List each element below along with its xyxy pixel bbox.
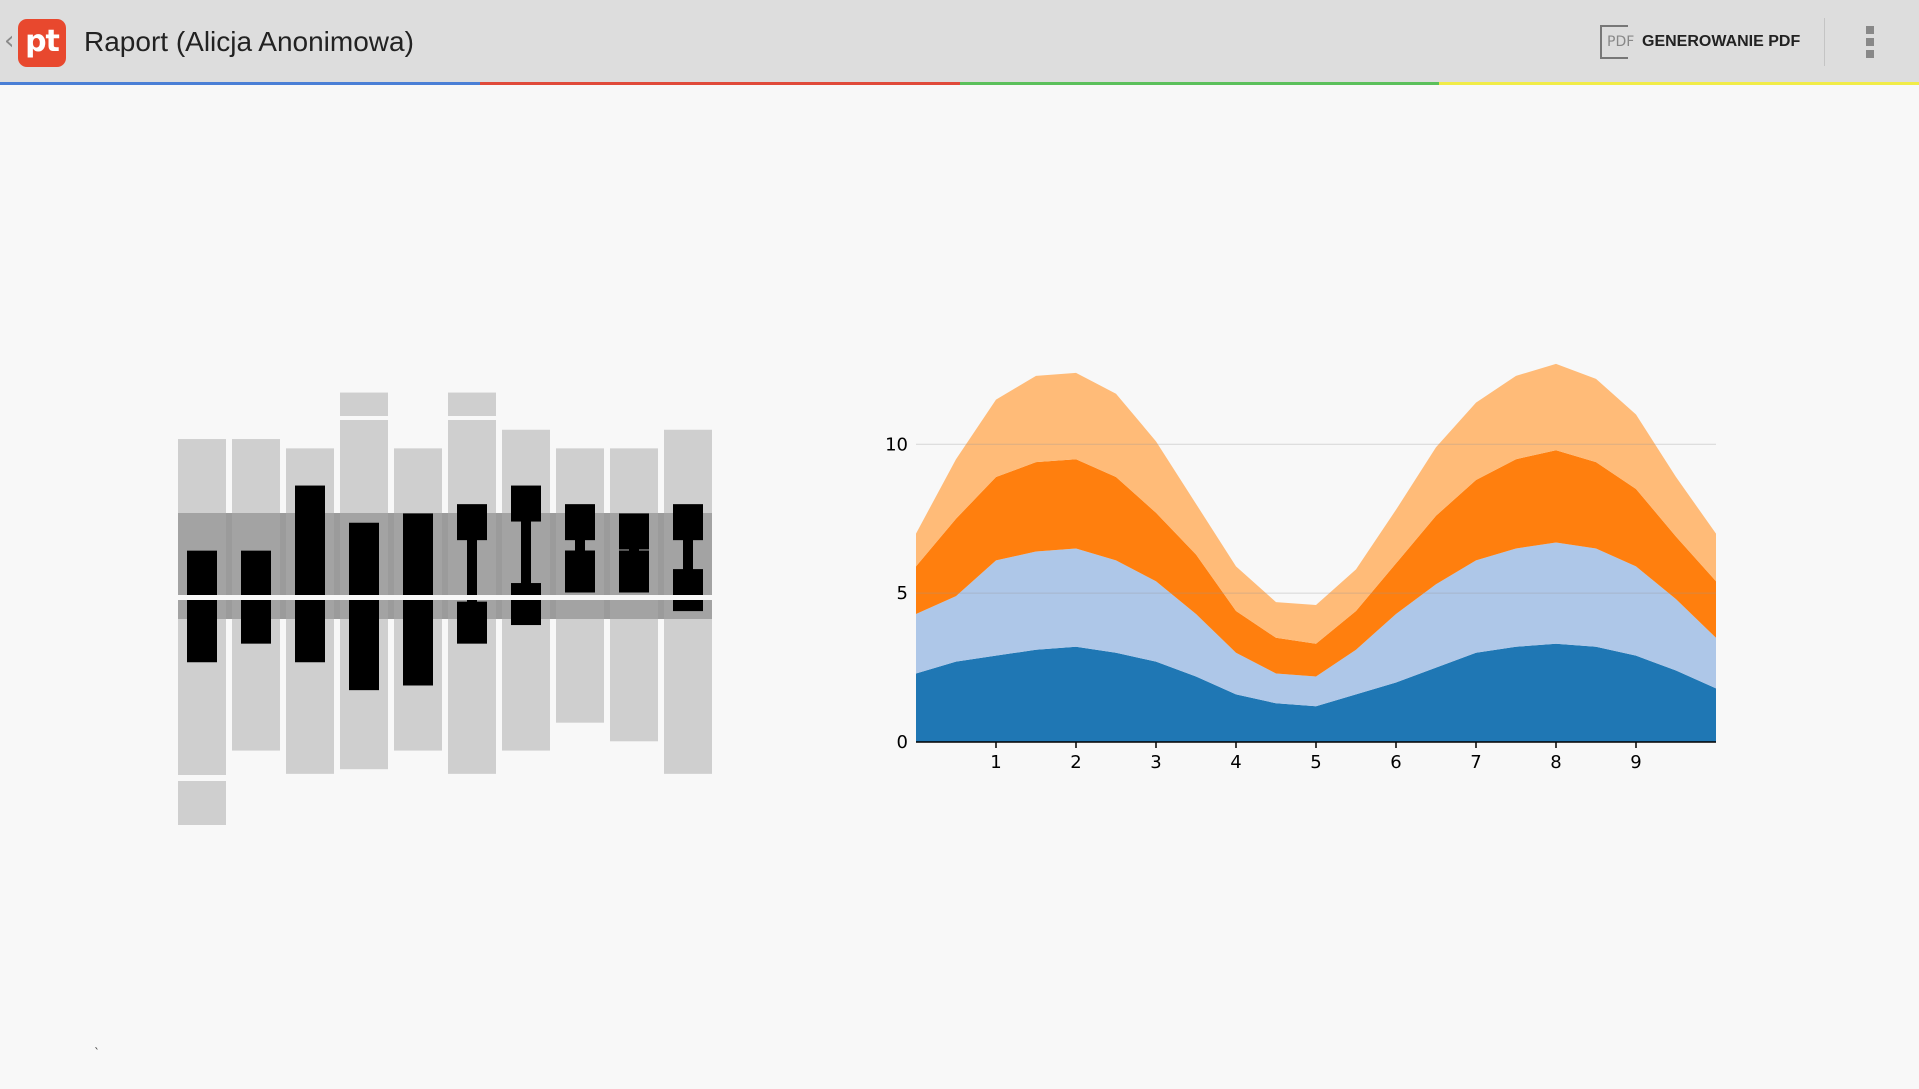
- range-bar-stem: [683, 534, 693, 574]
- range-bar-chart: [178, 392, 712, 825]
- range-bar-cap-bottom: [673, 569, 703, 612]
- range-bar-stem: [521, 515, 531, 588]
- area-series-1: [916, 643, 1716, 742]
- x-tick-label: 2: [1070, 752, 1081, 773]
- range-line-top: [178, 416, 712, 420]
- x-tick-label: 1: [990, 752, 1001, 773]
- range-bar-box: [187, 550, 217, 663]
- color-strip: [0, 82, 1919, 85]
- x-tick-label: 5: [1310, 752, 1321, 773]
- x-tick-label: 3: [1150, 752, 1161, 773]
- toolbar-divider: [1824, 18, 1825, 66]
- area-series-4: [916, 363, 1716, 644]
- range-bar-stem: [629, 543, 639, 555]
- back-caret-icon[interactable]: ‹: [4, 26, 15, 56]
- pdf-icon: PDF: [1600, 25, 1636, 59]
- color-strip-red: [479, 82, 960, 85]
- range-line-bottom: [178, 775, 226, 781]
- action-bar: ‹ pt Raport (Alicja Anonimowa) PDF GENER…: [0, 0, 1919, 82]
- overflow-menu-icon[interactable]: [1860, 24, 1880, 64]
- range-line-mid: [178, 595, 712, 600]
- x-tick-label: 4: [1230, 752, 1241, 773]
- range-bar-box: [349, 522, 379, 691]
- range-bar-stem: [467, 534, 477, 606]
- area-series-3: [916, 450, 1716, 677]
- range-bar-cap-bottom: [565, 550, 595, 593]
- range-bar-cap-bottom: [619, 550, 649, 593]
- pdf-icon-text: PDF: [1606, 34, 1636, 50]
- y-tick-label: 5: [897, 583, 908, 604]
- y-tick-label: 10: [885, 434, 908, 455]
- range-bar-box: [295, 485, 325, 663]
- area-series-2: [916, 542, 1716, 707]
- stacked-area-chart: 0 5 10 1 2 3 4 5 6 7 8 9: [885, 363, 1716, 773]
- x-tick-label: 8: [1550, 752, 1561, 773]
- y-tick-label: 0: [897, 732, 908, 753]
- generate-pdf-label: GENEROWANIE PDF: [1642, 33, 1801, 50]
- app-logo[interactable]: pt: [18, 19, 66, 67]
- range-bar-stem: [575, 534, 585, 555]
- x-tick-label: 7: [1470, 752, 1481, 773]
- page-title: Raport (Alicja Anonimowa): [84, 26, 414, 57]
- generate-pdf-button[interactable]: PDF GENEROWANIE PDF: [1600, 22, 1818, 62]
- color-strip-yellow: [1439, 82, 1919, 85]
- stray-mark: `: [94, 1046, 100, 1060]
- x-tick-label: 6: [1390, 752, 1401, 773]
- range-bar-cap-bottom: [511, 583, 541, 626]
- range-bar-cap-bottom: [457, 601, 487, 644]
- color-strip-green: [959, 82, 1440, 85]
- report-charts: 0 5 10 1 2 3 4 5 6 7 8 9: [178, 363, 1716, 825]
- color-strip-blue: [0, 82, 480, 85]
- x-tick-label: 9: [1630, 752, 1641, 773]
